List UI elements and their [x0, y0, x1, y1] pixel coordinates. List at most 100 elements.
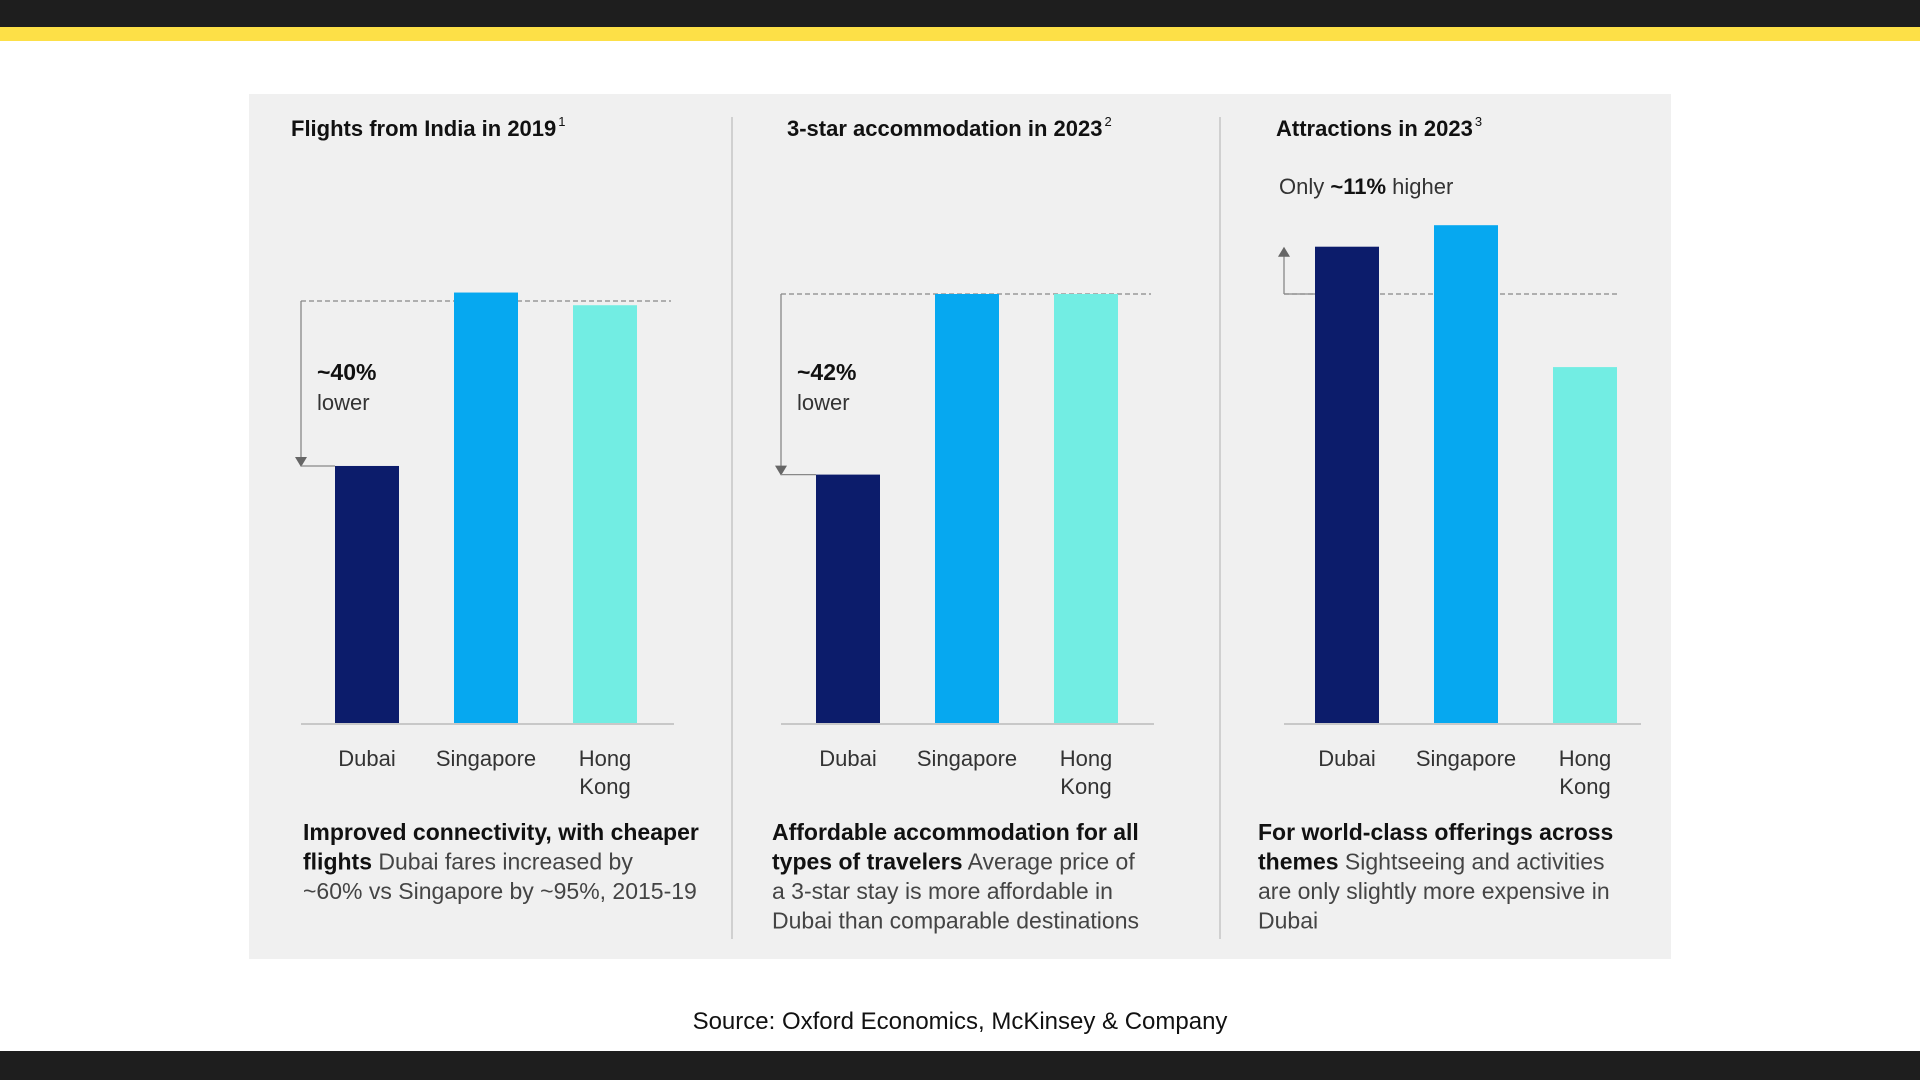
caption-line: Improved connectivity, with cheaper [303, 819, 699, 845]
caption-word: Singapore [392, 878, 503, 904]
caption-word: ~60% [303, 878, 362, 904]
caption-bold-word: for [1070, 819, 1107, 845]
caption-word: a [772, 878, 785, 904]
caption-word: 2015-19 [606, 878, 697, 904]
category-label: Singapore [917, 746, 1017, 771]
category-label: Singapore [1416, 746, 1516, 771]
bar-dubai [1315, 246, 1379, 724]
caption-word: expensive [1475, 878, 1585, 904]
annotation-value: ~42% [797, 359, 856, 385]
caption-bold-word: world-class [1295, 819, 1428, 845]
caption-word: Dubai [1258, 908, 1318, 934]
caption-word: than [832, 908, 883, 934]
caption-word: Dubai [372, 849, 438, 875]
caption-word: fares [438, 849, 496, 875]
caption-word: slightly [1340, 878, 1417, 904]
category-label: Kong [1559, 774, 1610, 799]
annotation-value: ~11% [1330, 174, 1386, 199]
caption-bold-word: cheaper [604, 819, 699, 845]
title-footnote: 3 [1475, 114, 1482, 129]
caption-bold-word: For [1258, 819, 1295, 845]
top-accent-bar [0, 27, 1920, 41]
bar-singapore [935, 294, 999, 724]
annotation-suffix: higher [1386, 174, 1453, 199]
caption-bold-word: connectivity, [407, 819, 552, 845]
caption-bold-word: of [832, 849, 860, 875]
caption-word: are [1258, 878, 1291, 904]
chart-title: Attractions in 2023 [1276, 116, 1473, 141]
category-label: Dubai [338, 746, 395, 771]
caption-word: Dubai [772, 908, 832, 934]
category-label: Hong [1060, 746, 1113, 771]
caption-word: 3-star [785, 878, 851, 904]
category-label: Hong [1559, 746, 1612, 771]
caption-word: by [602, 849, 633, 875]
caption-word: and [1465, 849, 1510, 875]
category-label: Hong [579, 746, 632, 771]
category-label: Kong [1060, 774, 1111, 799]
caption-bold-word: travelers [860, 849, 962, 875]
caption-word: in [1585, 878, 1609, 904]
caption-word: Sightseeing [1339, 849, 1466, 875]
category-label: Singapore [436, 746, 536, 771]
caption-word: vs [362, 878, 391, 904]
bar-hong-kong [1553, 367, 1617, 724]
category-label: Dubai [819, 746, 876, 771]
caption-line: flights Dubai fares increased by [303, 849, 633, 875]
annotation-label: lower [317, 390, 370, 415]
caption-word: of [1109, 849, 1135, 875]
caption-bold-word: with [552, 819, 604, 845]
caption-bold-word: types [772, 849, 832, 875]
caption-line: Affordable accommodation for all [772, 819, 1139, 845]
caption-line: themes Sightseeing and activities [1258, 849, 1605, 875]
bar-singapore [454, 292, 518, 724]
annotation-text: Only ~11% higher [1279, 174, 1453, 199]
annotation-value: ~40% [317, 359, 376, 385]
caption-word: more [922, 878, 981, 904]
caption-word: stay [850, 878, 899, 904]
bar-hong-kong [1054, 294, 1118, 724]
source-note: Source: Oxford Economics, McKinsey & Com… [692, 1008, 1228, 1035]
caption-bold-word: flights [303, 849, 372, 875]
caption-bold-word: Improved [303, 819, 407, 845]
bar-dubai [335, 465, 399, 724]
caption-bold-word: accommodation [887, 819, 1070, 845]
caption-word: ~95%, [534, 878, 606, 904]
annotation-arrowhead [295, 456, 307, 467]
annotation-prefix: Only [1279, 174, 1330, 199]
bar-singapore [1434, 225, 1498, 724]
annotation-arrowhead [775, 465, 787, 476]
annotation-arrowhead [1278, 246, 1290, 257]
caption-word: by [503, 878, 534, 904]
caption-line: ~60% vs Singapore by ~95%, 2015-19 [303, 878, 697, 904]
category-label: Kong [579, 774, 630, 799]
chart-title: 3-star accommodation in 2023 [787, 116, 1102, 141]
caption-word: is [899, 878, 922, 904]
caption-line: Dubai [1258, 908, 1318, 934]
caption-line: a 3-star stay is more affordable in [772, 878, 1113, 904]
chart-title: Flights from India in 2019 [291, 116, 556, 141]
charts-canvas: Flights from India in 2019 1 Dubai Singapor… [291, 114, 1641, 939]
bottom-dark-bar [0, 1051, 1920, 1080]
caption-word: only [1291, 878, 1340, 904]
category-label: Dubai [1318, 746, 1375, 771]
caption-line: For world-class offerings across [1258, 819, 1613, 845]
caption-word: activities [1510, 849, 1605, 875]
caption-word: Average [963, 849, 1053, 875]
title-footnote: 2 [1104, 114, 1111, 129]
top-dark-bar [0, 0, 1920, 27]
caption-word: comparable [883, 908, 1010, 934]
caption-word: in [1089, 878, 1113, 904]
title-footnote: 1 [558, 114, 565, 129]
annotation-label: lower [797, 390, 850, 415]
caption-word: price [1053, 849, 1109, 875]
chart-panel: Flights from India in 2019 1 Dubai Singapor… [249, 94, 1671, 959]
caption-word: affordable [980, 878, 1088, 904]
caption-bold-word: themes [1258, 849, 1339, 875]
caption-word: destinations [1010, 908, 1139, 934]
caption-word: more [1417, 878, 1476, 904]
caption-line: types of travelers Average price of [772, 849, 1135, 875]
caption-word: increased [496, 849, 602, 875]
caption-line: are only slightly more expensive in [1258, 878, 1610, 904]
caption-bold-word: Affordable [772, 819, 887, 845]
